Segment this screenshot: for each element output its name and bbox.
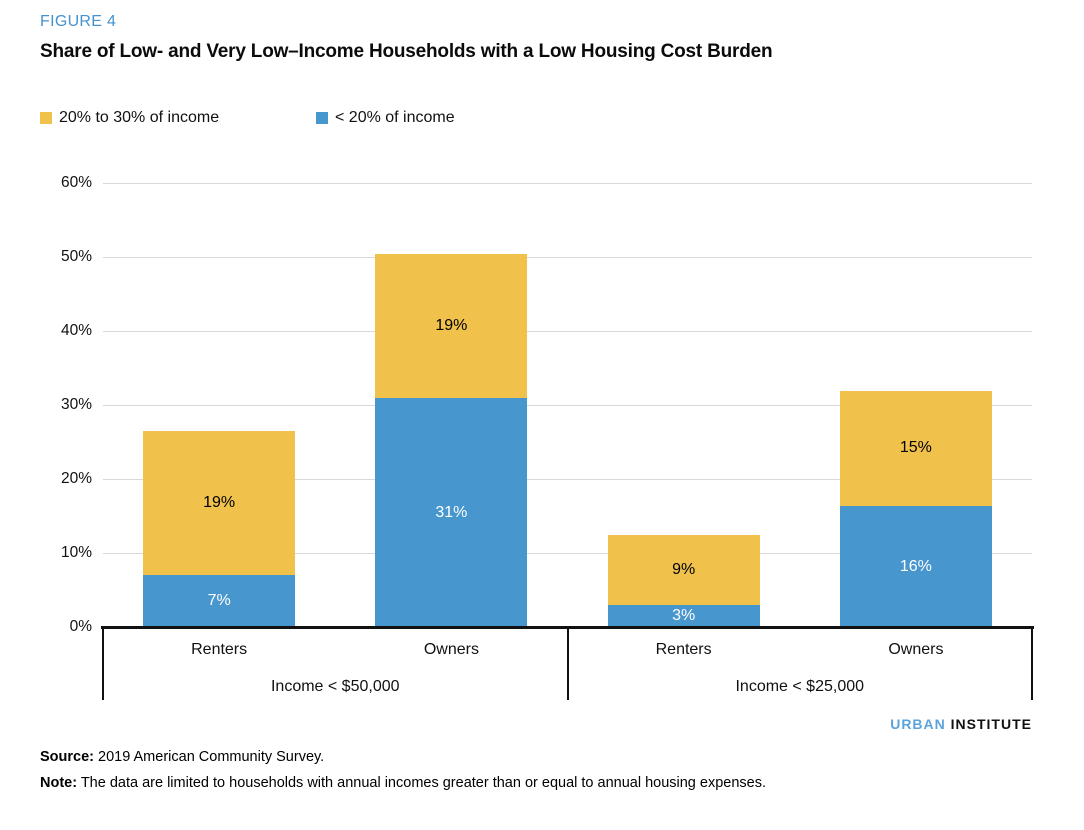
bar-value-label: 19% bbox=[435, 317, 468, 335]
bar-value-label: 3% bbox=[672, 606, 696, 624]
gridline-30% bbox=[103, 404, 1032, 406]
legend-label: 20% to 30% of income bbox=[59, 109, 220, 126]
axis-divider-middle bbox=[566, 627, 569, 700]
note-text: The data are limited to households with … bbox=[77, 775, 766, 791]
source-text: 2019 American Community Survey. bbox=[94, 749, 325, 765]
chart-title: Share of Low- and Very Low–Income Househ… bbox=[40, 41, 773, 62]
category-label: Renters bbox=[191, 641, 248, 658]
category-label: Owners bbox=[423, 641, 479, 658]
source-line: Source: 2019 American Community Survey. bbox=[40, 749, 324, 765]
urban-institute-logo: URBAN INSTITUTE bbox=[890, 716, 1032, 732]
legend-swatch-blue bbox=[316, 112, 328, 124]
y-axis-tick-label: 50% bbox=[60, 248, 92, 265]
source-label: Source: bbox=[40, 749, 94, 765]
bar-segment: 15% bbox=[839, 390, 992, 506]
bar-segment: 16% bbox=[839, 505, 992, 627]
legend-label: < 20% of income bbox=[335, 109, 455, 126]
note-line: Note: The data are limited to households… bbox=[40, 775, 766, 791]
bar-value-label: 31% bbox=[435, 503, 468, 521]
bar-value-label: 16% bbox=[899, 557, 932, 575]
group-label: Income < $25,000 bbox=[735, 678, 865, 695]
legend-swatch-yellow bbox=[40, 112, 52, 124]
bar-value-label: 7% bbox=[207, 592, 231, 610]
gridline-60% bbox=[103, 182, 1032, 184]
bar-value-label: 19% bbox=[203, 493, 236, 511]
bar-segment: 7% bbox=[143, 575, 296, 627]
figure-number: FIGURE 4 bbox=[40, 13, 117, 30]
gridline-10% bbox=[103, 552, 1032, 554]
group-label: Income < $50,000 bbox=[270, 678, 400, 695]
gridline-40% bbox=[103, 330, 1032, 332]
category-label: Owners bbox=[888, 641, 944, 658]
y-axis-tick-label: 30% bbox=[60, 396, 92, 413]
legend-item-20-30: 20% to 30% of income bbox=[40, 108, 219, 128]
gridline-20% bbox=[103, 478, 1032, 480]
bar-segment: 9% bbox=[607, 535, 760, 605]
y-axis-tick-label: 60% bbox=[60, 174, 92, 191]
y-axis-tick-label: 10% bbox=[60, 544, 92, 561]
axis-divider-left bbox=[102, 627, 104, 700]
gridline-50% bbox=[103, 256, 1032, 258]
logo-urban: URBAN bbox=[890, 716, 946, 732]
y-axis-tick-label: 20% bbox=[60, 470, 92, 487]
bar-value-label: 9% bbox=[672, 561, 696, 579]
bar-value-label: 15% bbox=[899, 438, 932, 456]
legend-item-under-20: < 20% of income bbox=[316, 108, 455, 128]
note-label: Note: bbox=[40, 775, 78, 791]
bar-segment: 19% bbox=[375, 254, 528, 398]
axis-divider-right bbox=[1031, 627, 1033, 700]
bar-segment: 3% bbox=[607, 604, 760, 627]
bar-segment: 19% bbox=[143, 430, 296, 576]
y-axis-tick-label: 40% bbox=[60, 322, 92, 339]
y-axis-tick-label: 0% bbox=[69, 618, 92, 635]
logo-institute: INSTITUTE bbox=[950, 716, 1032, 732]
category-label: Renters bbox=[655, 641, 712, 658]
bar-segment: 31% bbox=[375, 397, 528, 627]
